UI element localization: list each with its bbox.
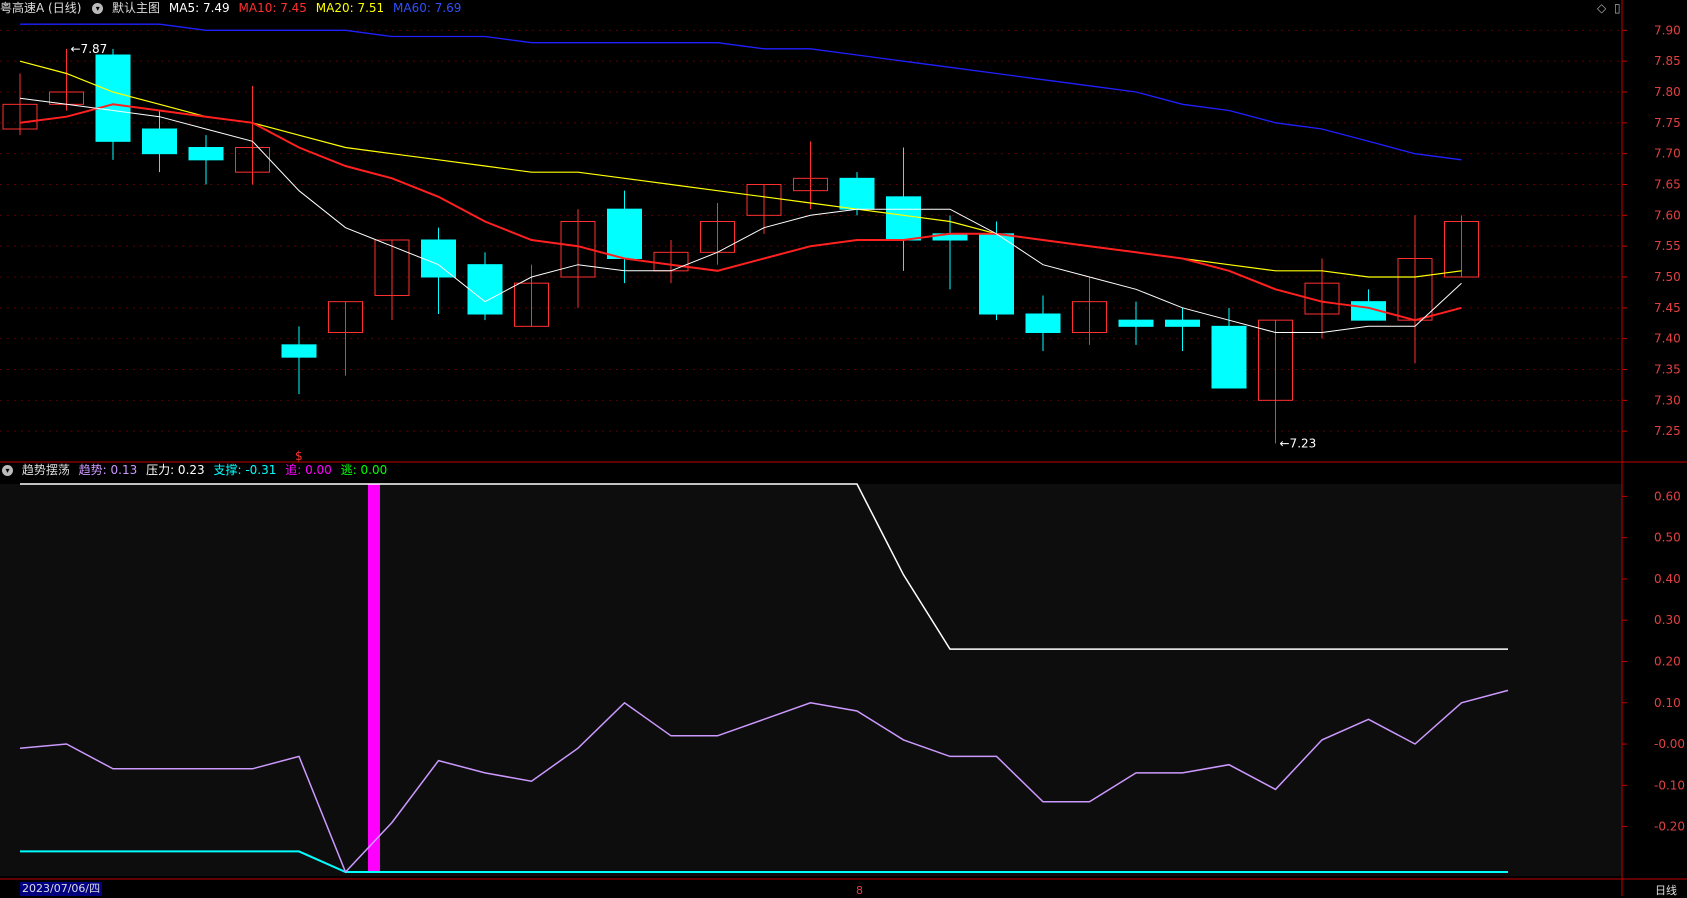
y-tick-label: 7.75 [1654, 116, 1681, 130]
indicator-y-tick-label: 0.20 [1654, 654, 1681, 668]
chase-bar [368, 484, 380, 872]
ma5-line [19, 97, 1462, 333]
indicator-y-tick-label: 0.30 [1654, 613, 1681, 627]
ma60-label: MA60: 7.69 [393, 1, 462, 15]
candle-body [467, 264, 503, 315]
y-tick-label: 7.85 [1654, 54, 1681, 68]
support-label: 支撑: -0.31 [213, 463, 277, 477]
indicator-y-tick-label: 0.50 [1654, 531, 1681, 545]
cursor-date: 2023/07/06/四 [20, 882, 103, 896]
y-tick-label: 7.80 [1654, 85, 1681, 99]
candle-body [607, 208, 642, 260]
candle-body [1025, 313, 1061, 333]
y-tick-label: 7.70 [1654, 147, 1681, 161]
period-label[interactable]: 日线 [1655, 884, 1677, 897]
candle-body [746, 184, 782, 216]
chase-label: 追: 0.00 [285, 463, 332, 477]
candle-body [979, 233, 1014, 315]
candle-body [142, 128, 177, 155]
y-tick-label: 7.25 [1654, 424, 1681, 438]
y-tick-label: 7.55 [1654, 239, 1681, 253]
y-tick-label: 7.40 [1654, 332, 1681, 346]
window-icon[interactable]: ▯ [1614, 1, 1621, 15]
candle-body [1118, 319, 1154, 327]
candle-body [1165, 319, 1200, 327]
y-tick-label: 7.65 [1654, 178, 1681, 192]
candle-body [328, 301, 363, 333]
main-chart-header: 粤高速A (日线) ▾ 默认主图 MA5: 7.49 MA10: 7.45 MA… [0, 0, 466, 16]
candle-body [839, 177, 875, 210]
ma20-label: MA20: 7.51 [315, 1, 385, 15]
indicator-y-tick-label: 0.40 [1654, 572, 1681, 586]
indicator-y-tick-label: 0.60 [1654, 489, 1681, 503]
candle-body [421, 239, 456, 278]
dropdown-icon[interactable]: ▾ [92, 3, 104, 14]
candle-body [514, 282, 549, 327]
y-tick-label: 7.45 [1654, 301, 1681, 315]
trend-line [19, 689, 1509, 874]
y-tick-label: 7.50 [1654, 270, 1681, 284]
ma10-label: MA10: 7.45 [238, 1, 307, 15]
candle-body [95, 54, 131, 142]
signal-marker: $ [295, 449, 303, 463]
y-tick-label: 7.90 [1654, 23, 1681, 37]
indicator-panel-bg [0, 484, 1622, 876]
stock-title: 粤高速A (日线) [0, 1, 82, 15]
y-tick-label: 7.30 [1654, 393, 1681, 407]
indicator-y-tick-label: -0.20 [1654, 820, 1685, 834]
candle-body [281, 344, 317, 358]
ma5-label: MA5: 7.49 [168, 1, 230, 15]
candle-body [560, 221, 596, 278]
pressure-line [20, 483, 1508, 650]
ma20-line [19, 60, 1462, 278]
candle-body [188, 147, 224, 161]
support-line [20, 850, 1508, 873]
template-name[interactable]: 默认主图 [112, 1, 161, 15]
y-tick-label: 7.35 [1654, 363, 1681, 377]
candle-body [793, 177, 828, 192]
diamond-icon[interactable]: ◇ [1597, 1, 1607, 15]
footer-mid-marker: 8 [856, 884, 863, 896]
pressure-label: 压力: 0.23 [146, 463, 205, 477]
indicator-dropdown-icon[interactable]: ▾ [2, 465, 13, 476]
indicator-y-tick-label: -0.00 [1654, 737, 1685, 751]
candle-body [1304, 282, 1340, 315]
candle-body [886, 196, 921, 241]
indicator-y-tick-label: 0.10 [1654, 696, 1681, 710]
ma60-line [20, 23, 1462, 161]
indicator-name[interactable]: 趋势摆荡 [21, 463, 70, 477]
price-annotation: ←7.23 [1280, 437, 1317, 451]
ma10-line [19, 103, 1462, 322]
price-annotation: ←7.87 [71, 42, 108, 56]
candle-body [2, 103, 38, 130]
candle-body [1211, 325, 1247, 389]
candle-body [1444, 221, 1479, 278]
indicator-header: ▾ 趋势摆荡 趋势: 0.13 压力: 0.23 支撑: -0.31 追: 0.… [0, 462, 392, 478]
candle-body [374, 239, 410, 296]
trend-label: 趋势: 0.13 [78, 463, 138, 477]
candle-body [1072, 301, 1107, 333]
escape-label: 逃: 0.00 [340, 463, 388, 477]
candle-body [1258, 319, 1293, 401]
indicator-y-tick-label: -0.10 [1654, 778, 1685, 792]
y-tick-label: 7.60 [1654, 208, 1681, 222]
